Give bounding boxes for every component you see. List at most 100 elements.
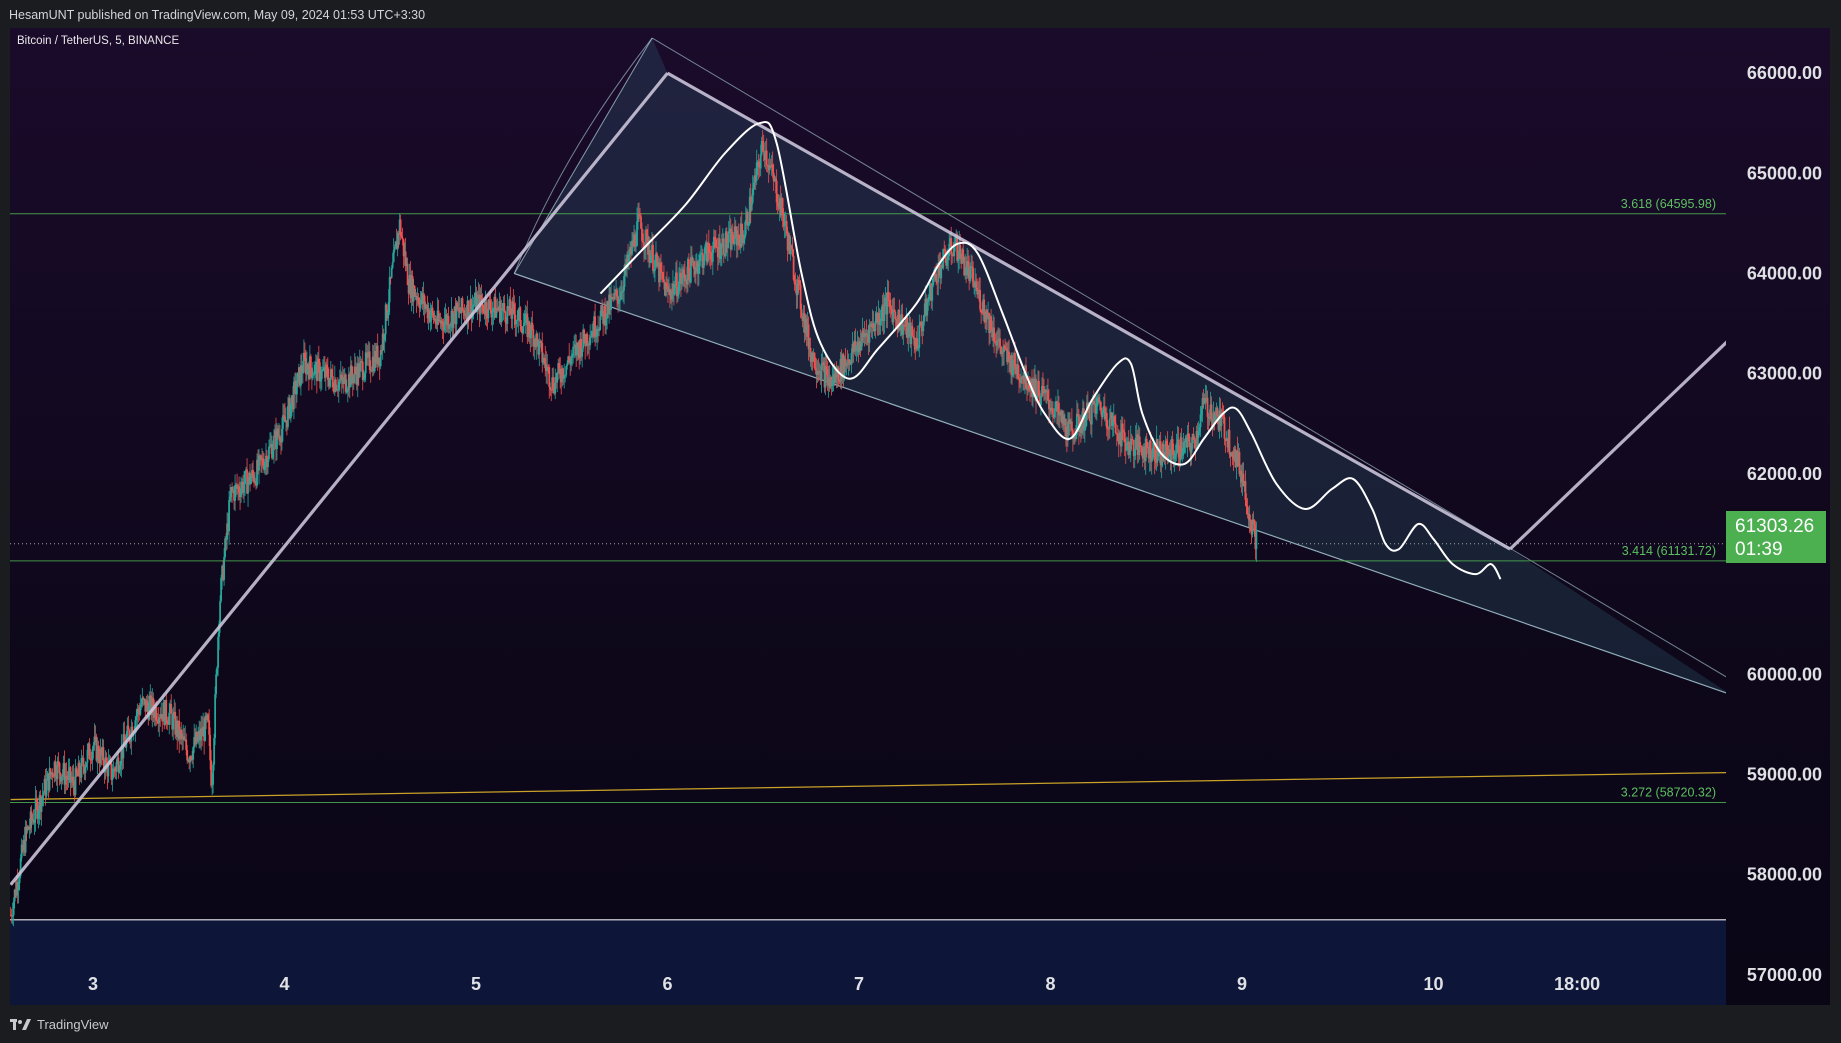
candle-body [392, 250, 395, 263]
candle-body [1222, 413, 1225, 418]
candle-body [189, 756, 192, 763]
candle-body [555, 377, 558, 383]
candle-body [1088, 404, 1091, 422]
candle-body [667, 286, 669, 292]
candle-body [360, 361, 363, 363]
candle-body [596, 329, 599, 337]
candle-body [87, 743, 90, 750]
candle-body [1187, 433, 1190, 437]
candle-body [867, 333, 870, 343]
candle-body [590, 336, 593, 338]
candle-body [496, 307, 499, 310]
candle-body [71, 776, 74, 781]
candle-body [89, 759, 92, 761]
candle-body [1005, 348, 1007, 350]
candle-body [169, 704, 172, 713]
candle-body [356, 363, 359, 385]
candle-body [145, 700, 148, 712]
candle-body [545, 364, 548, 372]
tradingview-brand[interactable]: TradingView [10, 1017, 109, 1032]
candle-body [225, 538, 227, 540]
candle-body [639, 215, 641, 217]
candle-body [222, 565, 225, 580]
candle-body [516, 320, 519, 322]
candle-body [740, 223, 743, 235]
candle-body [1023, 375, 1025, 384]
candle-body [815, 370, 818, 376]
candle-body [447, 315, 450, 329]
candle-body [343, 374, 346, 378]
chart-frame[interactable] [10, 28, 1830, 1005]
candle-body [187, 760, 190, 762]
candle-body [1196, 431, 1199, 438]
candle-body [706, 242, 709, 263]
candle-body [458, 307, 461, 313]
candle-body [537, 339, 540, 355]
candle-body [1034, 378, 1036, 395]
plot-layer [10, 37, 1726, 1005]
candle-body [697, 266, 700, 274]
candle-body [235, 484, 237, 486]
candle-body [33, 819, 36, 823]
candle-body [859, 341, 862, 351]
candle-body [1235, 450, 1238, 468]
candle-body [907, 326, 910, 338]
x-tick-label: 8 [1045, 974, 1055, 994]
candle-body [318, 362, 321, 382]
candle-body [445, 314, 448, 325]
y-tick-label: 60000.00 [1747, 664, 1822, 684]
candle-body [477, 294, 480, 299]
candle-body [583, 329, 586, 342]
candle-body [390, 267, 393, 278]
candle-body [565, 366, 568, 376]
candle-body [548, 367, 551, 387]
candle-body [237, 486, 239, 489]
candle-body [585, 333, 588, 347]
candle-body [575, 344, 578, 356]
candle-body [413, 285, 416, 297]
candle-body [929, 283, 932, 297]
candle-body [409, 275, 412, 299]
candle-body [470, 299, 473, 318]
candle-body [160, 714, 163, 718]
candle-body [75, 768, 78, 775]
candle-body [705, 242, 708, 263]
candle-body [1044, 389, 1046, 394]
candle-body [943, 248, 946, 250]
candle-body [295, 380, 297, 395]
candle-body [725, 231, 728, 248]
candle-body [1253, 520, 1256, 525]
candle-body [522, 326, 525, 334]
candle-body [852, 343, 855, 352]
candle-body [1121, 423, 1124, 432]
candle-body [825, 366, 828, 370]
current-price: 61303.26 [1735, 516, 1815, 537]
candle-body [175, 720, 178, 735]
candle-body [298, 367, 301, 386]
support-line [10, 771, 1726, 801]
candle-body [634, 234, 636, 247]
candle-body [821, 362, 824, 364]
candle-body [168, 712, 171, 725]
candle-body [770, 164, 773, 168]
candle-body [183, 736, 186, 741]
candle-body [195, 732, 198, 745]
candle-body [1165, 440, 1168, 446]
candle-body [316, 358, 319, 381]
candle-body [536, 333, 539, 340]
candle-body [1081, 408, 1084, 423]
candle-body [126, 725, 129, 737]
candle-body [840, 359, 843, 380]
candle-body [345, 391, 348, 393]
candle-body [98, 758, 101, 764]
candle-body [843, 358, 846, 378]
candle-body [396, 233, 399, 250]
candle-body [1205, 397, 1208, 399]
candle-body [45, 780, 48, 796]
candle-body [1238, 451, 1241, 475]
candle-body [514, 314, 517, 325]
candle-body [475, 292, 478, 312]
candle-body [171, 713, 174, 730]
symbol-label[interactable]: Bitcoin / TetherUS, 5, BINANCE [17, 35, 180, 47]
